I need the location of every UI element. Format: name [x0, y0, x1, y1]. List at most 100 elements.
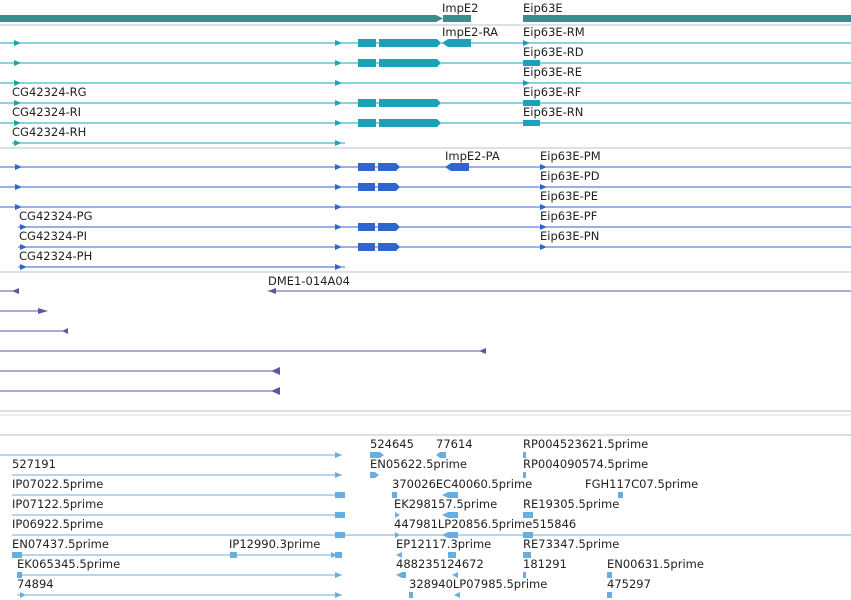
est-feature[interactable] [17, 572, 22, 578]
exon-arrow [335, 184, 342, 190]
exon [378, 243, 400, 251]
transcript-label: Eip63E-RN [523, 105, 583, 119]
exon [379, 99, 441, 107]
est-arrow [335, 452, 342, 458]
transcript-label: Eip63E-RM [523, 25, 585, 39]
exon-arrow [14, 120, 21, 126]
exon-arrow [540, 244, 547, 250]
gene-eip63e-body[interactable] [523, 15, 851, 22]
exon-arrow [14, 80, 21, 86]
transcript-label: Eip63E-PM [540, 149, 601, 163]
est-feature[interactable] [523, 452, 526, 458]
est-feature[interactable] [12, 552, 22, 558]
gene-impe2-segment[interactable] [443, 15, 471, 22]
est-feature[interactable] [402, 572, 406, 578]
gene-label-impe2: ImpE2 [442, 1, 478, 15]
est-feature[interactable] [230, 552, 237, 558]
est-arrow [442, 512, 448, 518]
exon-arrow [14, 140, 21, 146]
est-label: 527191 [12, 457, 56, 471]
est-label: EK065345.5prime [17, 557, 120, 571]
exon-arrow [20, 244, 27, 250]
exon [379, 119, 441, 127]
exon-arrow [335, 120, 342, 126]
exon-arrow [540, 164, 547, 170]
est-arrow [375, 472, 379, 478]
clone-track-purple [0, 288, 851, 395]
est-label: RE73347.5prime [523, 537, 619, 551]
exon-arrow [15, 164, 22, 170]
transcript-label: Eip63E-RE [523, 65, 582, 79]
est-feature[interactable] [335, 512, 345, 518]
est-arrow [454, 592, 460, 598]
est-feature[interactable] [440, 452, 446, 458]
clone-end-arrow [12, 288, 19, 294]
clone-label: DME1-014A04 [268, 274, 350, 288]
est-feature[interactable] [392, 492, 397, 498]
exon [358, 99, 376, 107]
exon-arrow [14, 40, 21, 46]
est-label: EK298157.5prime [394, 497, 497, 511]
est-feature[interactable] [618, 492, 623, 498]
clone-end-arrow [479, 348, 486, 354]
est-feature[interactable] [370, 452, 380, 458]
est-feature[interactable] [409, 592, 413, 598]
est-feature[interactable] [448, 492, 458, 498]
exon-arrow [14, 100, 21, 106]
exon-arrow [20, 264, 27, 270]
est-arrow [335, 592, 342, 598]
est-feature[interactable] [523, 472, 526, 478]
est-arrow [380, 452, 384, 458]
est-feature[interactable] [335, 532, 345, 538]
est-label: 524645 [370, 437, 414, 451]
exon-arrow [335, 80, 342, 86]
transcript-track-blue-labels: ImpE2-PA Eip63E-PM Eip63E-PD Eip63E-PE C… [19, 149, 601, 263]
est-feature[interactable] [448, 532, 458, 538]
exon [379, 59, 441, 67]
exon-arrow [335, 60, 342, 66]
exon [523, 60, 540, 66]
transcript-label: CG42324-RH [12, 125, 86, 139]
est-label: EN07437.5prime [12, 537, 109, 551]
exon-arrow [540, 184, 547, 190]
est-feature[interactable] [607, 592, 612, 598]
est-feature[interactable] [448, 552, 456, 558]
est-label: 370026EC40060.5prime [392, 477, 532, 491]
transcript-label: Eip63E-RF [523, 85, 581, 99]
est-arrow [396, 552, 402, 558]
exon-arrow [540, 224, 547, 230]
transcript-label: CG42324-PG [19, 209, 93, 223]
est-track-labels: 524645 77614 RP004523621.5prime 527191 E… [12, 437, 704, 591]
exon [448, 39, 471, 47]
transcript-label: Eip63E-PN [540, 229, 599, 243]
est-arrow [335, 572, 342, 578]
exon-arrow [335, 140, 342, 146]
est-feature[interactable] [607, 572, 612, 578]
exon [451, 163, 469, 171]
exon [378, 223, 400, 231]
est-feature[interactable] [523, 512, 533, 518]
est-label: 328940LP07985.5prime [409, 577, 547, 591]
est-arrow [452, 572, 458, 578]
est-label: RE19305.5prime [523, 497, 619, 511]
gene-impe2-arrow [436, 15, 443, 22]
est-feature[interactable] [335, 492, 345, 498]
exon [358, 59, 376, 67]
exon-arrow [523, 80, 530, 86]
est-feature[interactable] [523, 572, 526, 578]
est-arrow [442, 492, 448, 498]
est-feature[interactable] [370, 472, 375, 478]
est-feature[interactable] [448, 512, 458, 518]
est-label: FGH117C07.5prime [585, 477, 698, 491]
est-feature[interactable] [523, 552, 531, 558]
gene-impe2-body[interactable] [0, 15, 436, 22]
clone-end-arrow [38, 308, 48, 314]
est-label: 77614 [436, 437, 473, 451]
exon [378, 163, 400, 171]
est-feature[interactable] [523, 532, 533, 538]
exon [523, 100, 540, 106]
exon-arrow [15, 204, 22, 210]
exon [358, 163, 375, 171]
exon-arrow [335, 264, 342, 270]
est-feature[interactable] [335, 552, 342, 558]
